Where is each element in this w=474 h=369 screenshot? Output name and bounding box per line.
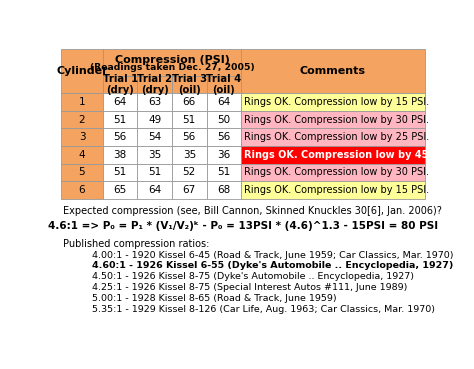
Bar	[103, 93, 137, 111]
Text: 5.35:1 - 1929 Kissel 8-126 (Car Life, Aug. 1963; Car Classics, Mar. 1970): 5.35:1 - 1929 Kissel 8-126 (Car Life, Au…	[92, 304, 435, 314]
Text: 65: 65	[114, 185, 127, 195]
Text: 49: 49	[148, 114, 161, 125]
Text: 64: 64	[114, 97, 127, 107]
Text: Trial 2
(dry): Trial 2 (dry)	[137, 74, 172, 95]
Bar	[207, 146, 241, 163]
Bar	[137, 128, 172, 146]
Bar	[61, 93, 103, 111]
Text: 68: 68	[217, 185, 230, 195]
Bar	[172, 76, 207, 93]
Text: Rings OK. Compression low by 30 PSI.: Rings OK. Compression low by 30 PSI.	[244, 114, 429, 125]
Bar	[137, 76, 172, 93]
Text: 64: 64	[148, 185, 161, 195]
Text: 4.60:1 - 1926 Kissel 6-55 (Dyke's Automobile .. Encyclopedia, 1927): 4.60:1 - 1926 Kissel 6-55 (Dyke's Automo…	[92, 261, 454, 270]
Text: 51: 51	[114, 168, 127, 177]
Text: (Readings taken Dec. 27, 2005): (Readings taken Dec. 27, 2005)	[90, 63, 255, 72]
Text: Expected compression (see, Bill Cannon, Skinned Knuckles 30[6], Jan. 2006)?: Expected compression (see, Bill Cannon, …	[63, 206, 442, 216]
Text: 51: 51	[217, 168, 230, 177]
Text: Rings OK. Compression low by 25 PSI.: Rings OK. Compression low by 25 PSI.	[244, 132, 429, 142]
Text: 51: 51	[114, 114, 127, 125]
Text: 35: 35	[182, 150, 196, 160]
Bar	[61, 146, 103, 163]
Bar	[207, 128, 241, 146]
Text: 66: 66	[182, 97, 196, 107]
Bar	[172, 128, 207, 146]
Text: Rings OK. Compression low by 30 PSI.: Rings OK. Compression low by 30 PSI.	[244, 168, 429, 177]
Text: 35: 35	[148, 150, 161, 160]
Bar	[172, 111, 207, 128]
Bar	[207, 93, 241, 111]
Bar	[241, 146, 425, 163]
Bar	[61, 181, 103, 199]
Text: Comments: Comments	[300, 66, 366, 76]
Bar	[103, 128, 137, 146]
Text: 63: 63	[148, 97, 161, 107]
Text: 4.50:1 - 1926 Kissel 8-75 (Dyke's Automobile .. Encyclopedia, 1927): 4.50:1 - 1926 Kissel 8-75 (Dyke's Automo…	[92, 272, 414, 281]
Text: 51: 51	[148, 168, 161, 177]
Text: 50: 50	[217, 114, 230, 125]
Text: 5.00:1 - 1928 Kissel 8-65 (Road & Track, June 1959): 5.00:1 - 1928 Kissel 8-65 (Road & Track,…	[92, 294, 337, 303]
Text: Rings OK. Compression low by 15 PSI.: Rings OK. Compression low by 15 PSI.	[244, 185, 429, 195]
Bar	[103, 181, 137, 199]
Bar	[207, 76, 241, 93]
Text: 56: 56	[217, 132, 230, 142]
Bar	[137, 93, 172, 111]
Bar	[241, 163, 425, 181]
Bar	[172, 93, 207, 111]
Text: 67: 67	[182, 185, 196, 195]
Bar	[207, 163, 241, 181]
Text: 4.25:1 - 1926 Kissel 8-75 (Special Interest Autos #111, June 1989): 4.25:1 - 1926 Kissel 8-75 (Special Inter…	[92, 283, 408, 292]
Text: 38: 38	[114, 150, 127, 160]
Text: 4.00:1 - 1920 Kissel 6-45 (Road & Track, June 1959; Car Classics, Mar. 1970): 4.00:1 - 1920 Kissel 6-45 (Road & Track,…	[92, 251, 454, 259]
Bar	[103, 76, 137, 93]
Text: Published compression ratios:: Published compression ratios:	[63, 239, 210, 249]
Text: 3: 3	[79, 132, 85, 142]
Bar	[241, 49, 425, 93]
Bar	[103, 163, 137, 181]
Bar	[137, 163, 172, 181]
Text: 64: 64	[217, 97, 230, 107]
Text: 1: 1	[79, 97, 85, 107]
Text: Rings OK. Compression low by 15 PSI.: Rings OK. Compression low by 15 PSI.	[244, 97, 429, 107]
Text: 51: 51	[182, 114, 196, 125]
Text: 56: 56	[114, 132, 127, 142]
Bar	[103, 49, 241, 76]
Bar	[61, 163, 103, 181]
Bar	[241, 181, 425, 199]
Bar	[61, 49, 103, 93]
Bar	[241, 111, 425, 128]
Bar	[172, 163, 207, 181]
Text: 6: 6	[79, 185, 85, 195]
Bar	[207, 181, 241, 199]
Text: Trial 1
(dry): Trial 1 (dry)	[102, 74, 138, 95]
Bar	[137, 146, 172, 163]
Bar	[137, 181, 172, 199]
Bar	[137, 111, 172, 128]
Bar	[241, 93, 425, 111]
Text: 36: 36	[217, 150, 230, 160]
Bar	[61, 128, 103, 146]
Text: 4: 4	[79, 150, 85, 160]
Bar	[103, 111, 137, 128]
Text: Trial 3
(oil): Trial 3 (oil)	[172, 74, 207, 95]
Text: 54: 54	[148, 132, 161, 142]
Text: 5: 5	[79, 168, 85, 177]
Bar	[241, 128, 425, 146]
Bar	[103, 146, 137, 163]
Text: Trial 4
(oil): Trial 4 (oil)	[206, 74, 241, 95]
Text: Cylinder: Cylinder	[56, 66, 108, 76]
Text: Compression (PSI): Compression (PSI)	[115, 55, 229, 65]
Bar	[172, 146, 207, 163]
Bar	[61, 111, 103, 128]
Text: 56: 56	[182, 132, 196, 142]
Text: 52: 52	[182, 168, 196, 177]
Text: Rings OK. Compression low by 45 PSI!: Rings OK. Compression low by 45 PSI!	[244, 150, 454, 160]
Text: 2: 2	[79, 114, 85, 125]
Bar	[207, 111, 241, 128]
Text: 4.6:1 => P₀ = P₁ * (V₁/V₂)ᵏ - P₀ = 13PSI * (4.6)^1.3 - 15PSI = 80 PSI: 4.6:1 => P₀ = P₁ * (V₁/V₂)ᵏ - P₀ = 13PSI…	[48, 221, 438, 231]
Bar	[172, 181, 207, 199]
